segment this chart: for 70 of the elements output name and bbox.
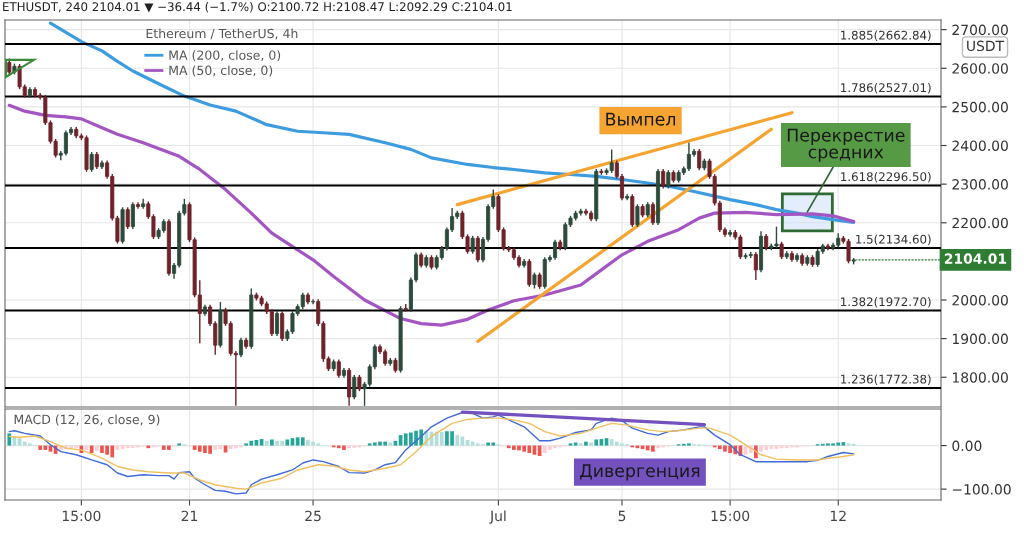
bar: [841, 442, 846, 446]
bar: [177, 443, 182, 446]
candlestick: [635, 203, 640, 228]
bar: [594, 439, 599, 446]
candlestick: [650, 201, 655, 226]
x-tick-label: 12: [830, 510, 846, 521]
y-tick-label: 2600.00: [952, 63, 1008, 74]
x-tick-label: 5: [618, 510, 626, 522]
bar: [94, 445, 99, 451]
ref-line-label: 1.885(2662.84): [841, 30, 931, 42]
bar: [89, 445, 94, 453]
x-tick-label: 21: [181, 510, 198, 521]
y-tick-label: 2200.00: [952, 217, 1008, 229]
bar: [285, 439, 290, 446]
y-axis-title: USDT: [967, 40, 1005, 52]
y-tick-label: 2500.00: [952, 101, 1008, 113]
x-tick-label: 15:00: [711, 510, 750, 522]
candlestick: [336, 358, 341, 379]
bar: [589, 442, 593, 446]
bar: [573, 442, 578, 446]
candlestick: [89, 151, 94, 173]
bar: [213, 445, 218, 450]
bar: [568, 443, 573, 446]
candlestick: [275, 310, 280, 337]
candlestick: [352, 374, 357, 400]
y-tick-label: 2300.00: [952, 179, 1008, 190]
bar: [439, 432, 444, 446]
bar: [270, 439, 274, 446]
y-tick-label: 1900.00: [952, 333, 1008, 345]
candlestick: [238, 337, 243, 358]
candlestick: [527, 258, 532, 288]
bar: [264, 440, 269, 446]
x-tick-label: 15:00: [62, 510, 101, 522]
ref-line-label: 1.382(1972.70): [841, 297, 931, 308]
y-tick-label: 2000.00: [952, 294, 1008, 306]
bar: [300, 437, 305, 446]
x-tick-label: 25: [305, 510, 321, 522]
candlestick: [753, 251, 758, 281]
chart-title: MACD (12, 26, close, 9): [14, 414, 160, 426]
candlestick: [661, 168, 666, 190]
candlestick: [125, 206, 130, 230]
y-tick-label: 2700.00: [952, 24, 1008, 36]
legend-label: MA (50, close, 0): [169, 65, 273, 77]
y-tick-label: 1800.00: [952, 372, 1008, 383]
bar: [7, 433, 12, 446]
y-tick-label: −100.00: [952, 484, 1011, 495]
text: Дивергенция: [580, 464, 700, 481]
candlestick: [666, 169, 671, 190]
ref-line-label: 1.786(2527.01): [841, 82, 931, 94]
candlestick: [475, 235, 480, 263]
ref-line-label: 1.618(2296.50): [841, 172, 931, 183]
ref-line-label: 1.236(1772.38): [841, 374, 931, 385]
bar: [584, 441, 588, 446]
x-tick-label: Jul: [489, 510, 506, 524]
bar: [846, 443, 851, 446]
candlestick: [130, 201, 135, 230]
bar: [388, 442, 393, 446]
y-tick-label: 0.00: [952, 440, 982, 452]
legend-label: MA (200, close, 0): [169, 50, 281, 62]
y-tick-label: 2400.00: [952, 140, 1008, 151]
candlestick: [697, 148, 702, 171]
series-label: Вымпел: [606, 112, 676, 126]
annotation: Перекрестие средних: [787, 128, 905, 162]
bar: [38, 445, 43, 450]
chart-title: ETHUSDT, 240 2104.01 ▼ −36.44 (−1.7%) O:2100.72 H:2108.47 L:2092.29 C:2104.01: [3, 2, 512, 13]
bar: [578, 443, 583, 446]
bar: [455, 435, 460, 446]
text: Ethereum / TetherUS, 4h: [146, 28, 298, 40]
annotation: 2104.01: [944, 253, 1007, 264]
ref-line-label: 1.5(2134.60): [856, 234, 931, 246]
